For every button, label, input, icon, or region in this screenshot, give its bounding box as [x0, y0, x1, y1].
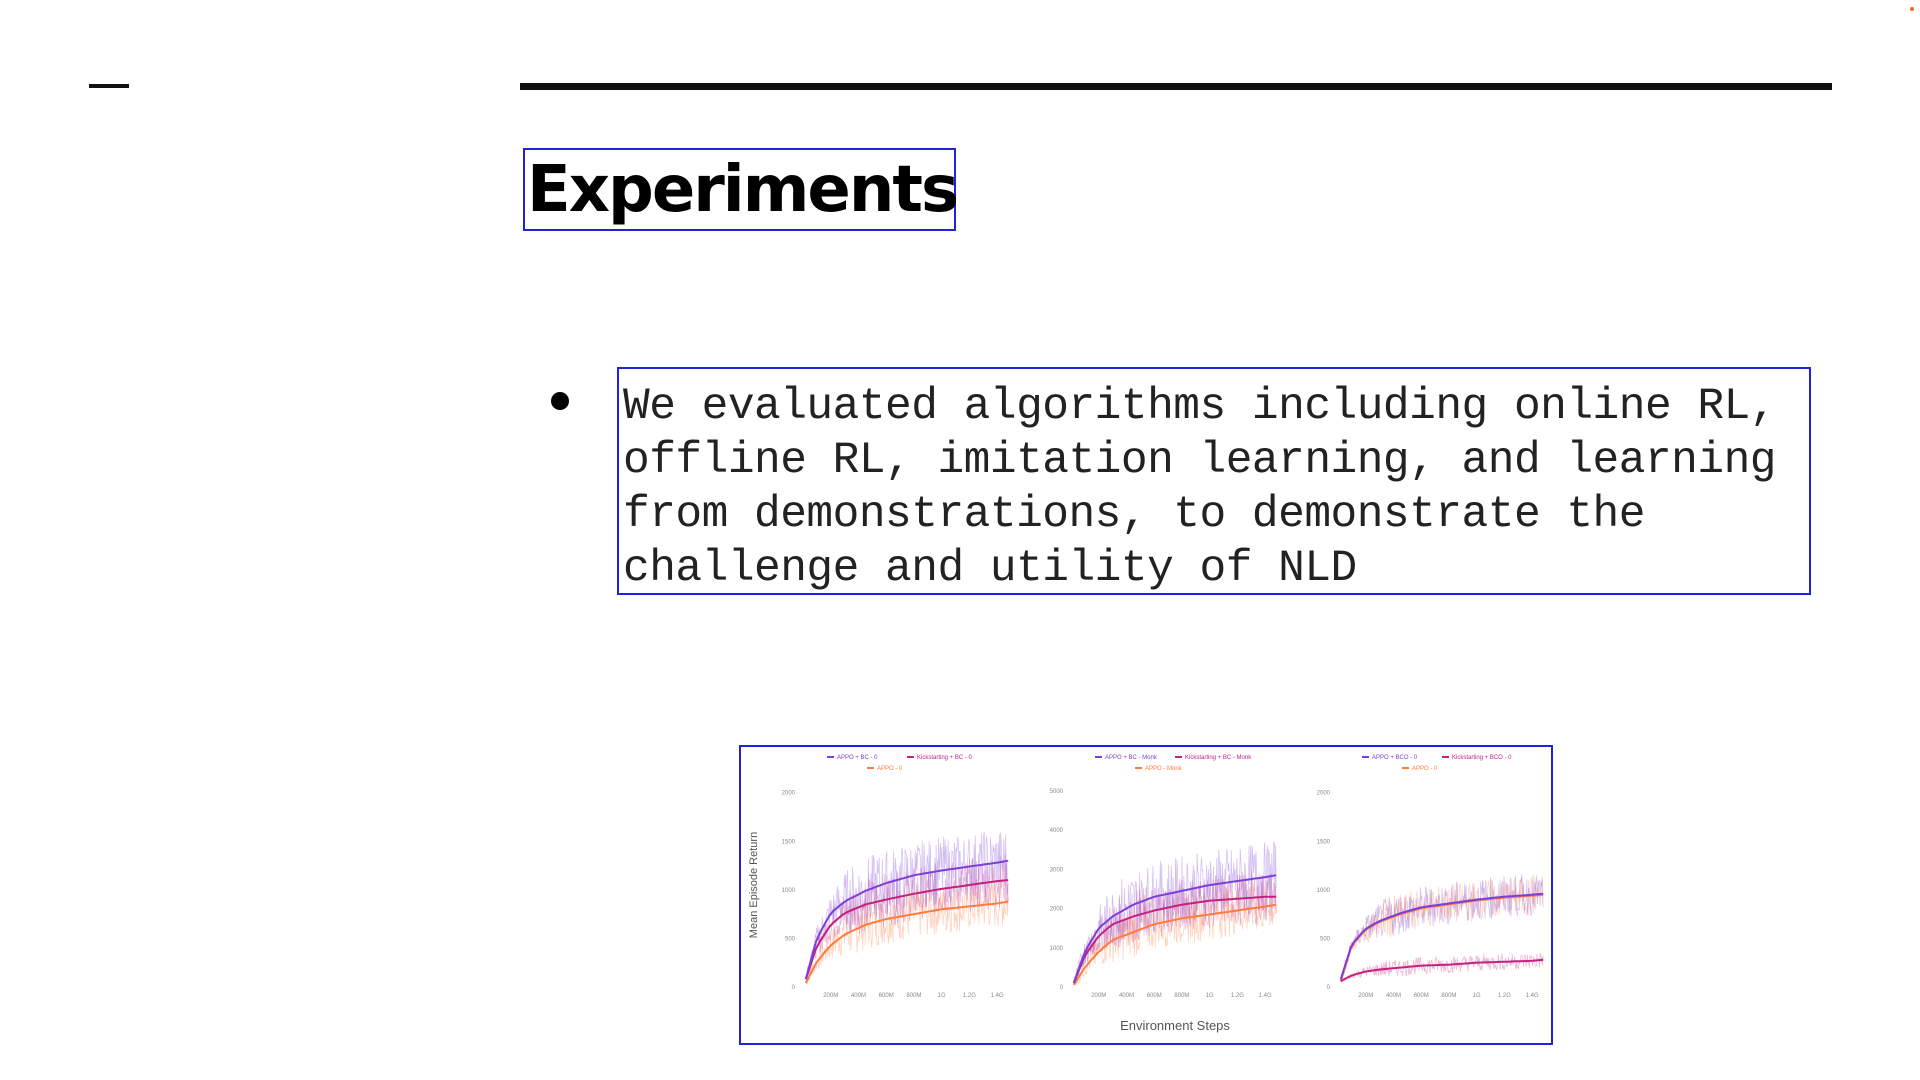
- x-tick-label: 600M: [879, 993, 894, 999]
- x-tick-label: 1G: [1473, 993, 1481, 999]
- y-tick-label: 2000: [1050, 907, 1064, 913]
- chart-panel-2: 0 1000 2000 3000 4000 5000 200M 400M 600M 800M 1G 1…: [1050, 755, 1277, 1033]
- figure-box: 0 500 1000 1500 2000 200M 400M 600M 800M 1G 1.2G 1.…: [739, 745, 1553, 1045]
- y-axis-title: Mean Episode Return: [748, 832, 760, 938]
- y-tick-label: 500: [1320, 936, 1331, 942]
- series-line: [1072, 903, 1277, 986]
- x-tick-label: 1.4G: [991, 993, 1004, 999]
- legend-entry: APPO - Monk: [1145, 766, 1183, 772]
- series-line: [1340, 958, 1544, 983]
- y-tick-label: 0: [1327, 985, 1331, 991]
- x-tick-label: 400M: [851, 993, 866, 999]
- bullet-text-box: We evaluated algorithms including online…: [617, 367, 1811, 595]
- y-tick-label: 3000: [1050, 867, 1064, 873]
- y-tick-label: 0: [1060, 985, 1064, 991]
- x-tick-label: 1G: [1206, 993, 1214, 999]
- legend-entry: APPO + BC - Monk: [1105, 755, 1158, 761]
- legend-entry: APPO - 0: [877, 766, 903, 772]
- x-tick-label: 800M: [906, 993, 921, 999]
- x-tick-label: 200M: [823, 993, 838, 999]
- x-tick-label: 1.4G: [1526, 993, 1539, 999]
- legend: APPO + BCO - 0 Kickstarting + BCO - 0 APPO…: [1362, 755, 1512, 772]
- bullet-line-1: We evaluated algorithms including online…: [623, 382, 1777, 432]
- x-tick-label: 600M: [1414, 993, 1429, 999]
- y-tick-label: 1000: [782, 888, 796, 894]
- x-tick-label: 1.2G: [1231, 993, 1244, 999]
- page-title: Experiments: [527, 152, 959, 227]
- series-raw-trace: [1073, 881, 1277, 986]
- header-rule: [520, 83, 1832, 90]
- legend: APPO + BC - Monk Kickstarting + BC - Monk…: [1095, 755, 1252, 772]
- y-tick-label: 2000: [782, 791, 796, 797]
- y-tick-label: 4000: [1050, 828, 1064, 834]
- learning-curves-figure: 0 500 1000 1500 2000 200M 400M 600M 800M 1G 1.2G 1.…: [748, 755, 1544, 1033]
- chart-panel-1: 0 500 1000 1500 2000 200M 400M 600M 800M 1G 1.2G 1.…: [748, 755, 1009, 999]
- legend-entry: APPO + BCO - 0: [1372, 755, 1418, 761]
- bullet-line-2: offline RL, imitation learning, and lear…: [623, 436, 1777, 486]
- title-box: Experiments: [523, 148, 959, 231]
- x-tick-label: 800M: [1441, 993, 1456, 999]
- x-axis-title: Environment Steps: [1120, 1018, 1230, 1033]
- series-raw-trace: [1340, 952, 1544, 983]
- y-tick-label: 0: [792, 985, 796, 991]
- x-tick-label: 1.2G: [963, 993, 976, 999]
- bullet-line-4: challenge and utility of NLD: [623, 544, 1357, 594]
- x-tick-label: 1.2G: [1498, 993, 1511, 999]
- series-raw-trace: [805, 854, 1009, 981]
- series-raw-trace: [1340, 876, 1544, 983]
- series-line: [1072, 874, 1277, 984]
- bullet-dot: [551, 392, 569, 410]
- chart-panel-3: 0 500 1000 1500 2000 200M 400M 600M 800M 1G 1.2G 1.…: [1317, 755, 1544, 999]
- x-tick-label: 200M: [1091, 993, 1106, 999]
- series-line: [804, 900, 1009, 984]
- y-tick-label: 5000: [1050, 789, 1064, 795]
- y-tick-label: 1500: [782, 839, 796, 845]
- legend-entry: APPO + BC - 0: [837, 755, 878, 761]
- y-tick-label: 1000: [1050, 946, 1064, 952]
- corner-dot: [1910, 7, 1914, 11]
- y-tick-label: 1500: [1317, 839, 1331, 845]
- series-line: [1339, 892, 1544, 980]
- legend-entry: Kickstarting + BCO - 0: [1452, 755, 1512, 761]
- slide-dash: [89, 84, 129, 88]
- y-tick-label: 2000: [1317, 791, 1331, 797]
- y-tick-label: 1000: [1317, 888, 1331, 894]
- x-tick-label: 400M: [1119, 993, 1134, 999]
- series-raw-trace: [1073, 840, 1277, 985]
- series-line: [804, 859, 1009, 980]
- x-tick-label: 1G: [938, 993, 946, 999]
- legend-entry: Kickstarting + BC - 0: [917, 755, 973, 761]
- legend-entry: Kickstarting + BC - Monk: [1185, 755, 1252, 761]
- x-tick-label: 600M: [1147, 993, 1162, 999]
- x-tick-label: 1.4G: [1259, 993, 1272, 999]
- x-tick-label: 400M: [1386, 993, 1401, 999]
- y-tick-label: 500: [785, 936, 796, 942]
- x-tick-label: 200M: [1358, 993, 1373, 999]
- bullet-line-3: from demonstrations, to demonstrate the: [623, 490, 1645, 540]
- legend-entry: APPO - 0: [1412, 766, 1438, 772]
- legend: APPO + BC - 0 Kickstarting + BC - 0 APPO -…: [827, 755, 973, 772]
- series-line: [804, 879, 1009, 980]
- series-line: [1072, 895, 1277, 984]
- x-tick-label: 800M: [1174, 993, 1189, 999]
- series-raw-trace: [805, 878, 1009, 985]
